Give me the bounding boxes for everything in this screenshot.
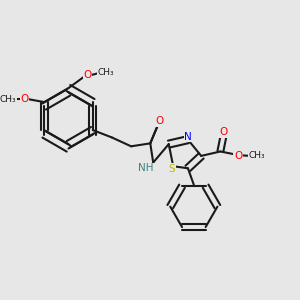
Text: CH₃: CH₃	[97, 68, 114, 77]
Text: O: O	[83, 70, 92, 80]
Text: O: O	[155, 116, 163, 126]
Text: O: O	[219, 127, 227, 137]
Text: N: N	[184, 132, 192, 142]
Text: CH₃: CH₃	[0, 94, 16, 103]
Text: O: O	[20, 94, 28, 104]
Text: S: S	[168, 164, 175, 174]
Text: NH: NH	[138, 164, 154, 173]
Text: CH₃: CH₃	[248, 152, 265, 160]
Text: O: O	[234, 151, 242, 161]
